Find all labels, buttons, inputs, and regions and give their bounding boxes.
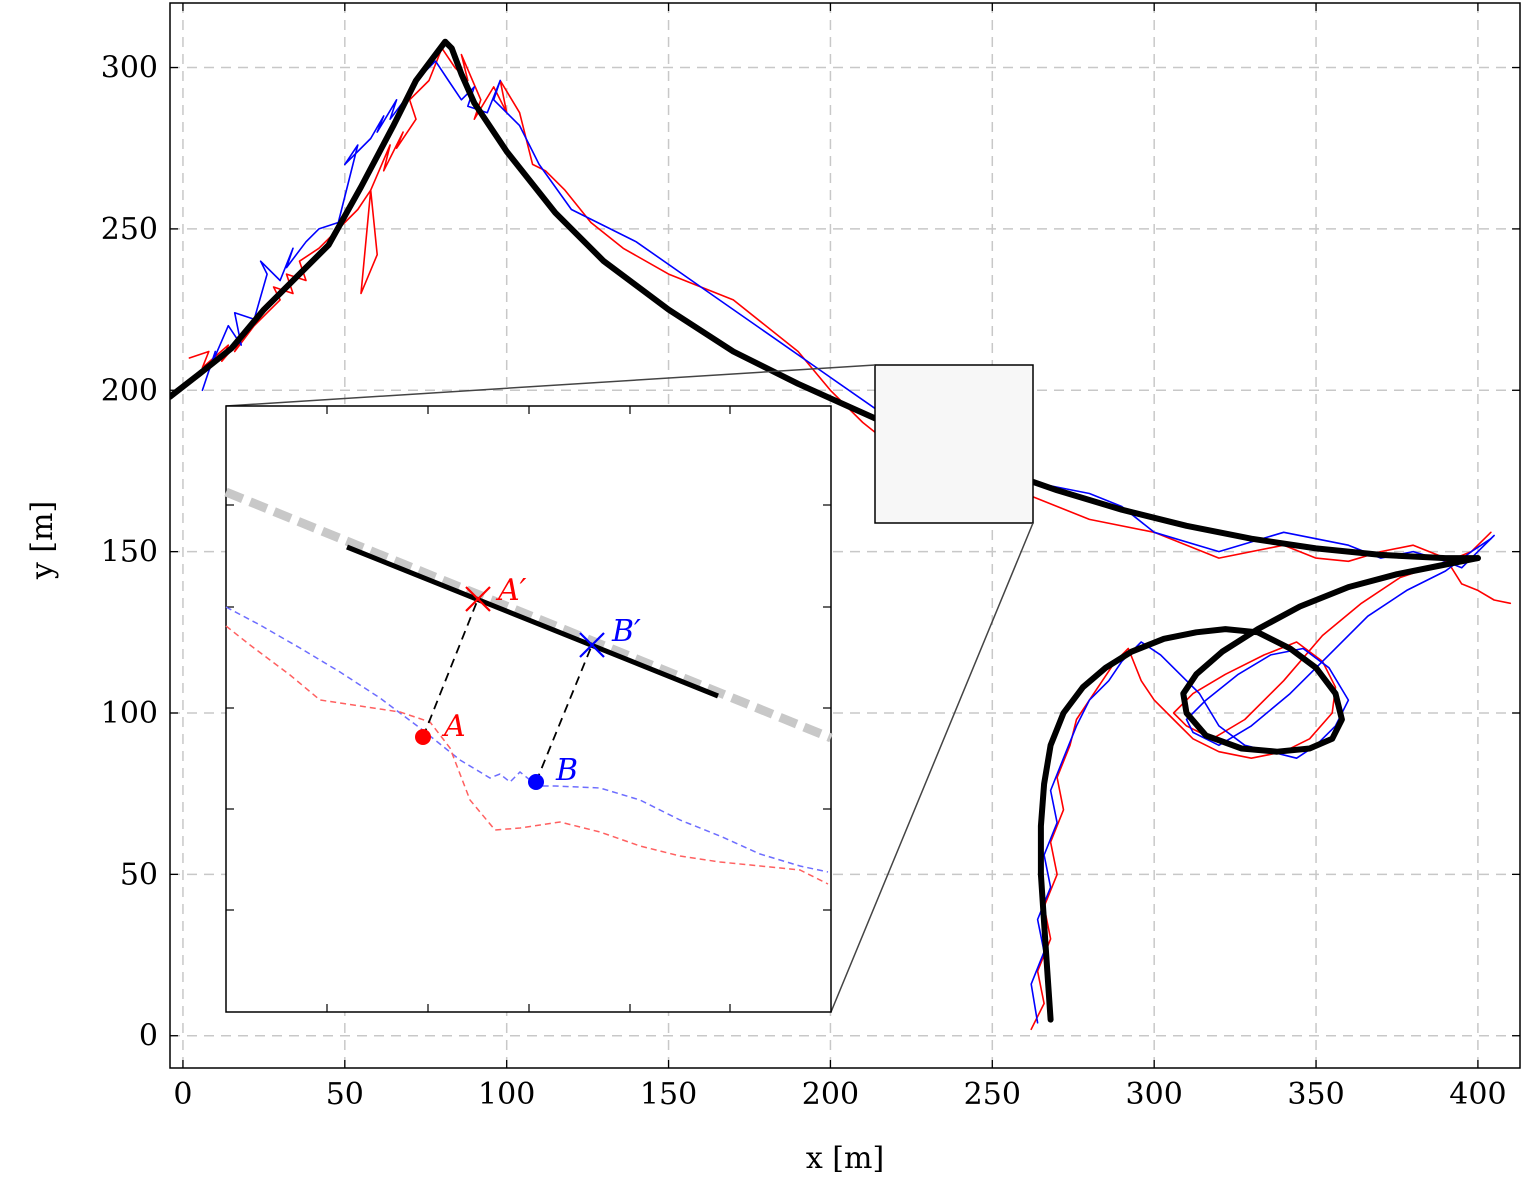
y-tick-label: 300 <box>101 51 158 86</box>
y-tick-label: 250 <box>101 212 158 247</box>
zoom-connector-top <box>225 364 876 407</box>
projection-line-a <box>422 598 479 738</box>
blue-trajectory-line <box>1030 537 1492 1024</box>
inset-red-trace <box>225 625 829 885</box>
inset: A′ B′ A B <box>224 405 833 1013</box>
label-b: B <box>555 753 578 788</box>
label-a-prime: A′ <box>495 573 527 608</box>
point-a-prime-cross <box>465 586 491 612</box>
red-trajectory-line <box>1030 531 1492 1031</box>
y-tick-label: 100 <box>101 696 158 731</box>
ticks <box>170 3 1520 1068</box>
zoom-region <box>225 364 1034 1013</box>
y-tick-label: 0 <box>139 1019 158 1054</box>
y-axis-label: y [m] <box>25 501 60 580</box>
x-tick-label: 250 <box>964 1077 1021 1112</box>
x-tick-label: 200 <box>802 1077 859 1112</box>
y-tick-label: 50 <box>120 857 158 892</box>
x-axis-label: x [m] <box>806 1141 884 1176</box>
red-trajectory-line <box>188 47 1512 605</box>
inset-road-band <box>224 487 833 743</box>
inset-frame <box>225 405 832 1013</box>
point-b <box>528 774 544 790</box>
plot-frame <box>169 2 1521 1069</box>
zoom-connector-bottom <box>830 522 1034 1013</box>
label-b-prime: B′ <box>611 614 641 649</box>
x-tick-label: 150 <box>640 1077 697 1112</box>
tick-labels: 0 50 100 150 200 250 300 350 400 0 50 100 150 200 250 3… <box>101 51 1507 1112</box>
x-tick-label: 300 <box>1126 1077 1183 1112</box>
point-b-prime-cross <box>579 632 605 658</box>
projection-line-b <box>535 644 593 783</box>
blue-trajectory-line <box>201 60 1495 569</box>
x-tick-label: 400 <box>1449 1077 1506 1112</box>
inset-ticks <box>226 406 831 1012</box>
zoom-source-box <box>874 364 1034 524</box>
reference-path-line <box>170 38 1481 562</box>
series-layer <box>170 38 1512 1031</box>
x-tick-label: 350 <box>1287 1077 1344 1112</box>
inset-blue-trace <box>225 606 829 873</box>
y-tick-label: 200 <box>101 373 158 408</box>
point-a <box>415 729 431 745</box>
x-tick-label: 50 <box>326 1077 364 1112</box>
x-tick-label: 0 <box>173 1077 192 1112</box>
inset-reference-segment <box>346 544 719 699</box>
label-a: A <box>441 709 466 744</box>
reference-path-line <box>1037 555 1481 1023</box>
y-tick-label: 150 <box>101 535 158 570</box>
x-tick-label: 100 <box>478 1077 535 1112</box>
